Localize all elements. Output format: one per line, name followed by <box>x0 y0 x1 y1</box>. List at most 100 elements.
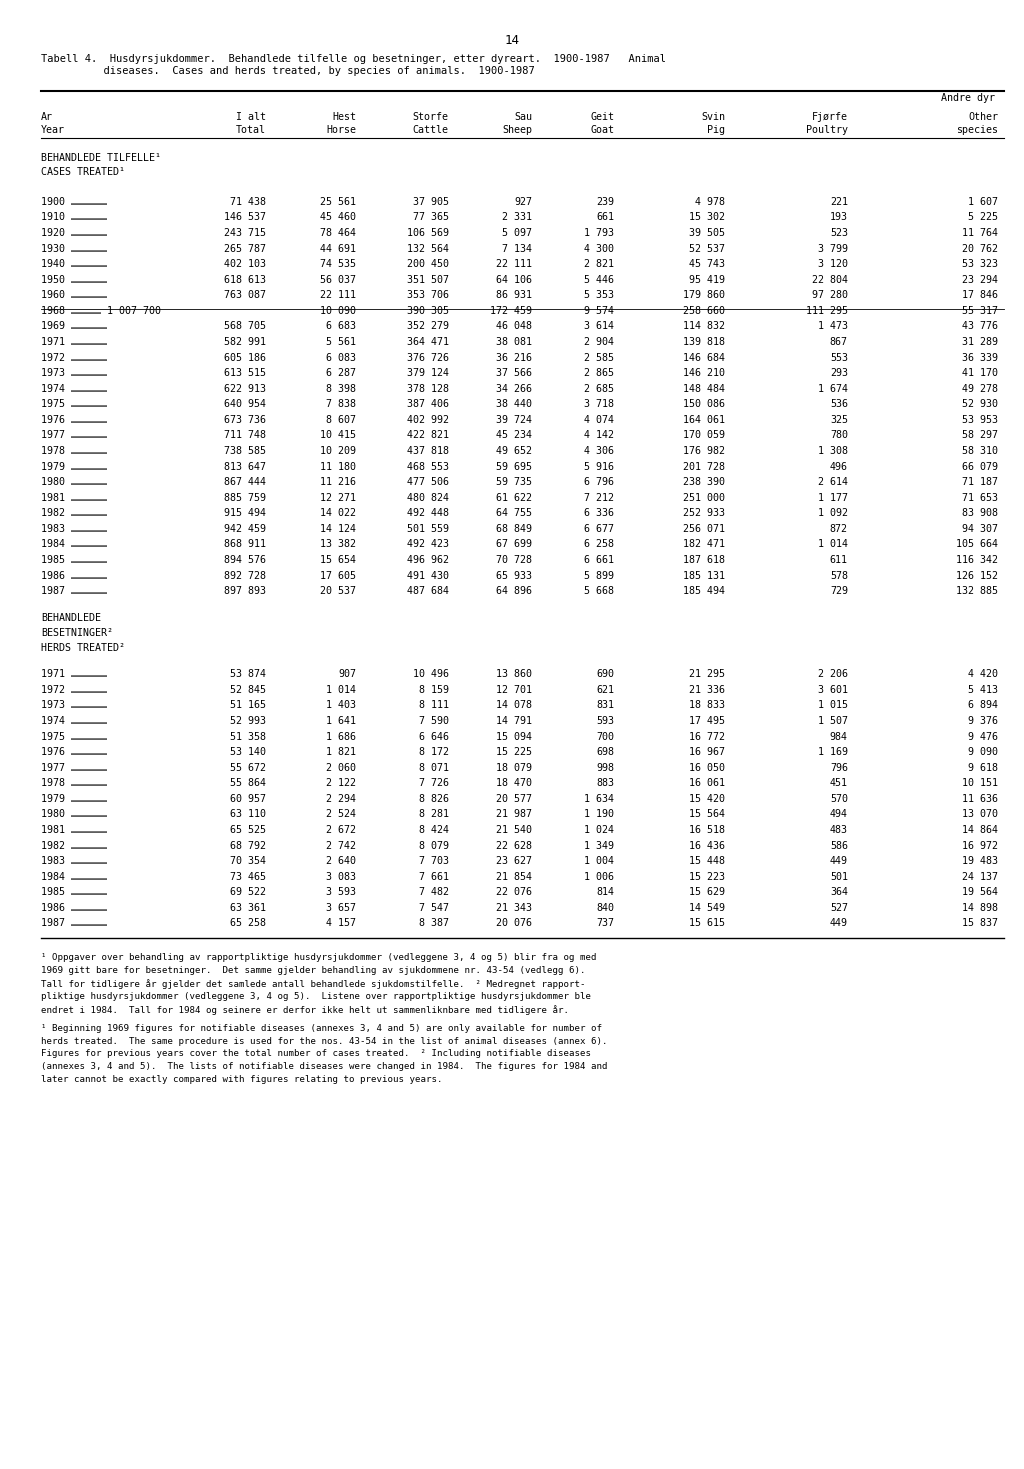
Text: 53 140: 53 140 <box>230 748 266 757</box>
Text: 5 561: 5 561 <box>327 336 356 347</box>
Text: 1 349: 1 349 <box>585 840 614 851</box>
Text: 8 826: 8 826 <box>419 793 449 804</box>
Text: 813 647: 813 647 <box>224 461 266 472</box>
Text: 487 684: 487 684 <box>407 586 449 596</box>
Text: 1940 ………………: 1940 ……………… <box>41 259 106 269</box>
Text: 132 885: 132 885 <box>956 586 998 596</box>
Text: 1 641: 1 641 <box>327 715 356 726</box>
Text: 22 111: 22 111 <box>497 259 532 269</box>
Text: 402 103: 402 103 <box>224 259 266 269</box>
Text: 14 864: 14 864 <box>963 826 998 834</box>
Text: 49 278: 49 278 <box>963 383 998 394</box>
Text: 1974 ………………: 1974 ……………… <box>41 715 106 726</box>
Text: 1930 ………………: 1930 ……………… <box>41 244 106 254</box>
Text: 4 300: 4 300 <box>585 244 614 254</box>
Text: 64 106: 64 106 <box>497 275 532 285</box>
Text: 2 821: 2 821 <box>585 259 614 269</box>
Text: 483: 483 <box>829 826 848 834</box>
Text: Geit: Geit <box>591 112 614 122</box>
Text: 1 821: 1 821 <box>327 748 356 757</box>
Text: 21 854: 21 854 <box>497 871 532 881</box>
Text: 8 111: 8 111 <box>419 701 449 711</box>
Text: 3 593: 3 593 <box>327 887 356 898</box>
Text: 55 317: 55 317 <box>963 306 998 316</box>
Text: 15 837: 15 837 <box>963 918 998 928</box>
Text: 1975 ………………: 1975 ……………… <box>41 400 106 410</box>
Text: 351 507: 351 507 <box>407 275 449 285</box>
Text: 11 216: 11 216 <box>321 477 356 488</box>
Text: 984: 984 <box>829 732 848 742</box>
Text: 15 564: 15 564 <box>689 809 725 820</box>
Text: 201 728: 201 728 <box>683 461 725 472</box>
Text: 52 845: 52 845 <box>230 685 266 695</box>
Text: 390 305: 390 305 <box>407 306 449 316</box>
Text: 14 022: 14 022 <box>321 508 356 519</box>
Text: 501 559: 501 559 <box>407 524 449 533</box>
Text: Andre dyr: Andre dyr <box>941 93 995 103</box>
Text: Cattle: Cattle <box>413 125 449 135</box>
Text: 6 677: 6 677 <box>585 524 614 533</box>
Text: 179 860: 179 860 <box>683 291 725 300</box>
Text: 69 522: 69 522 <box>230 887 266 898</box>
Text: 18 470: 18 470 <box>497 779 532 789</box>
Text: 1980 ………………: 1980 ……………… <box>41 809 106 820</box>
Text: 1980 ………………: 1980 ……………… <box>41 477 106 488</box>
Text: 1 006: 1 006 <box>585 871 614 881</box>
Text: herds treated.  The same procedure is used for the nos. 43-54 in the list of ani: herds treated. The same procedure is use… <box>41 1037 607 1046</box>
Text: 15 223: 15 223 <box>689 871 725 881</box>
Text: 1985 ………………: 1985 ……………… <box>41 887 106 898</box>
Text: 19 564: 19 564 <box>963 887 998 898</box>
Text: species: species <box>956 125 998 135</box>
Text: 1910 ………………: 1910 ……………… <box>41 213 106 222</box>
Text: 46 048: 46 048 <box>497 322 532 332</box>
Text: 1 686: 1 686 <box>327 732 356 742</box>
Text: 9 376: 9 376 <box>969 715 998 726</box>
Text: 1982 ………………: 1982 ……………… <box>41 508 106 519</box>
Text: 690: 690 <box>596 670 614 679</box>
Text: 1971 ………………: 1971 ……………… <box>41 670 106 679</box>
Text: 1984 ………………: 1984 ……………… <box>41 871 106 881</box>
Text: 492 423: 492 423 <box>407 539 449 549</box>
Text: 700: 700 <box>596 732 614 742</box>
Text: 8 079: 8 079 <box>419 840 449 851</box>
Text: 18 833: 18 833 <box>689 701 725 711</box>
Text: 6 287: 6 287 <box>327 369 356 378</box>
Text: HERDS TREATED²: HERDS TREATED² <box>41 643 125 652</box>
Text: 83 908: 83 908 <box>963 508 998 519</box>
Text: 622 913: 622 913 <box>224 383 266 394</box>
Text: 251 000: 251 000 <box>683 492 725 502</box>
Text: 15 225: 15 225 <box>497 748 532 757</box>
Text: 8 387: 8 387 <box>419 918 449 928</box>
Text: 494: 494 <box>829 809 848 820</box>
Text: 4 306: 4 306 <box>585 447 614 455</box>
Text: 185 494: 185 494 <box>683 586 725 596</box>
Text: 252 933: 252 933 <box>683 508 725 519</box>
Text: 22 628: 22 628 <box>497 840 532 851</box>
Text: 65 933: 65 933 <box>497 570 532 580</box>
Text: 148 484: 148 484 <box>683 383 725 394</box>
Text: 661: 661 <box>596 213 614 222</box>
Text: 8 159: 8 159 <box>419 685 449 695</box>
Text: 14: 14 <box>505 34 519 47</box>
Text: 22 111: 22 111 <box>321 291 356 300</box>
Text: 4 157: 4 157 <box>327 918 356 928</box>
Text: Ar: Ar <box>41 112 53 122</box>
Text: 1984 ………………: 1984 ……………… <box>41 539 106 549</box>
Text: 71 653: 71 653 <box>963 492 998 502</box>
Text: 831: 831 <box>596 701 614 711</box>
Text: 6 646: 6 646 <box>419 732 449 742</box>
Text: 3 657: 3 657 <box>327 903 356 912</box>
Text: 53 874: 53 874 <box>230 670 266 679</box>
Text: 1968 …………… 1 007 700: 1968 …………… 1 007 700 <box>41 306 161 316</box>
Text: 13 070: 13 070 <box>963 809 998 820</box>
Text: 611: 611 <box>829 555 848 566</box>
Text: 16 050: 16 050 <box>689 762 725 773</box>
Text: 3 083: 3 083 <box>327 871 356 881</box>
Text: 6 796: 6 796 <box>585 477 614 488</box>
Text: 11 636: 11 636 <box>963 793 998 804</box>
Text: 5 353: 5 353 <box>585 291 614 300</box>
Text: 2 060: 2 060 <box>327 762 356 773</box>
Text: 7 838: 7 838 <box>327 400 356 410</box>
Text: 353 706: 353 706 <box>407 291 449 300</box>
Text: 200 450: 200 450 <box>407 259 449 269</box>
